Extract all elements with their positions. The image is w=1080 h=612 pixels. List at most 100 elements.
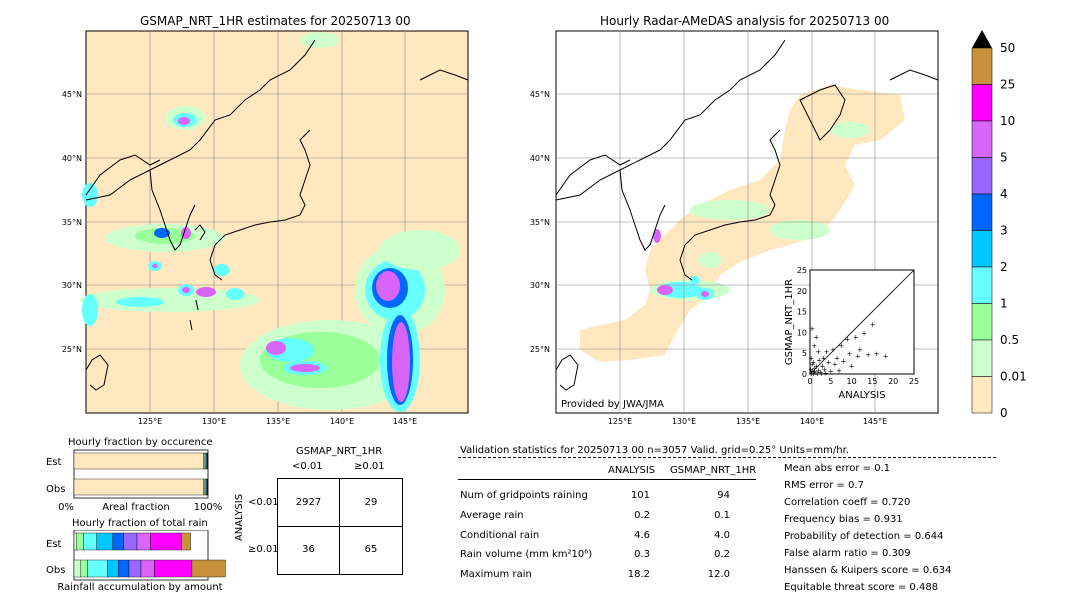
contingency-cell: 29 xyxy=(364,497,378,508)
colorbar-box xyxy=(971,157,993,195)
left-lat-label: 25°N xyxy=(62,345,82,354)
left-lon-label: 140°E xyxy=(330,417,354,426)
contingency-row-label-1: ≥0.01 xyxy=(248,544,279,555)
scatter-point: + xyxy=(815,348,821,356)
total-rain-title: Hourly fraction of total rain xyxy=(72,518,208,529)
scatter-xtick: 0 xyxy=(807,377,812,386)
colorbar-label: 0.01 xyxy=(1000,370,1027,384)
colorbar-box xyxy=(971,230,993,268)
right-map-axis-labels: 45°N 40°N 35°N 30°N 25°N 125°E 130°E 135… xyxy=(530,90,887,426)
bar-segment xyxy=(118,559,130,578)
scatter-point: + xyxy=(861,329,867,337)
scatter-point: + xyxy=(857,346,863,354)
scatter-point: + xyxy=(811,342,817,350)
scatter-point: + xyxy=(820,363,826,371)
scatter-point: + xyxy=(874,350,880,358)
scatter-ylabel: GSMAP_NRT_1HR xyxy=(784,279,795,365)
colorbar-label: 0 xyxy=(1000,406,1008,420)
scatter-point: + xyxy=(815,370,821,378)
scatter-point: + xyxy=(828,368,834,376)
scatter-point: + xyxy=(813,334,819,342)
stat-gsmap: 0.2 xyxy=(714,549,730,560)
scatter-point: + xyxy=(826,359,832,367)
left-map-axis-labels: 45°N 40°N 35°N 30°N 25°N 125°E 130°E 135… xyxy=(62,90,417,426)
score-far: False alarm ratio = 0.309 xyxy=(784,548,911,559)
left-lat-label: 40°N xyxy=(62,154,82,163)
left-lon-label: 145°E xyxy=(393,417,417,426)
colorbar-box xyxy=(971,120,993,158)
scatter-point: + xyxy=(810,361,816,369)
right-lat-label: 35°N xyxy=(530,218,550,227)
stat-gsmap: 12.0 xyxy=(707,569,730,580)
scatter-point: + xyxy=(853,334,859,342)
scatter-ytick: 0 xyxy=(802,370,807,379)
scatter-point: + xyxy=(817,369,823,377)
left-map-precip xyxy=(80,32,460,412)
bar-segment xyxy=(73,478,204,496)
bar-segment xyxy=(73,452,204,470)
left-lon-label: 135°E xyxy=(266,417,290,426)
bar-segment xyxy=(123,532,138,551)
score-ets: Equitable threat score = 0.488 xyxy=(784,582,939,593)
scatter-point: + xyxy=(865,351,871,359)
left-lon-label: 125°E xyxy=(138,417,162,426)
scatter-point: + xyxy=(830,346,836,354)
right-lon-label: 135°E xyxy=(736,417,760,426)
scatter-inset: ++++++++++++++++++++++++++++++++ ++++++++… xyxy=(784,266,919,401)
scatter-point: + xyxy=(809,325,815,333)
bar-segment xyxy=(87,559,108,578)
bar-segment xyxy=(203,452,206,470)
colorbar-box xyxy=(971,266,993,304)
total-rain-frame xyxy=(73,530,209,581)
colorbar-box xyxy=(971,339,993,377)
colorbar-label: 4 xyxy=(1000,187,1008,201)
right-lat-label: 40°N xyxy=(530,154,550,163)
right-lon-label: 145°E xyxy=(863,417,887,426)
stat-label: Rain volume (mm km²10⁶) xyxy=(460,549,593,560)
score-frequency-bias: Frequency bias = 0.931 xyxy=(784,514,903,525)
total-rain-est-label: Est xyxy=(46,539,62,550)
left-map: 45°N 40°N 35°N 30°N 25°N 125°E 130°E 135… xyxy=(62,30,469,426)
score-correlation: Correlation coeff = 0.720 xyxy=(784,497,911,508)
bar-segment xyxy=(112,532,124,551)
occurrence-xtick-100: 100% xyxy=(194,502,223,513)
scatter-points: ++++++++++++++++++++++++++++++++ ++++++++… xyxy=(808,321,889,378)
right-map-precip-heavy xyxy=(653,229,714,300)
scatter-point: + xyxy=(834,354,840,362)
occurrence-bars xyxy=(73,452,208,496)
stat-gsmap: 94 xyxy=(717,490,730,501)
scatter-point: + xyxy=(869,321,875,329)
provider-credit: Provided by JWA/JMA xyxy=(561,399,664,410)
scatter-point: + xyxy=(822,366,828,374)
score-pod: Probability of detection = 0.644 xyxy=(784,531,944,542)
contingency-cell: 36 xyxy=(302,544,315,555)
total-rain-bars xyxy=(73,532,226,578)
scatter-ytick: 10 xyxy=(797,328,807,337)
colorbar-box xyxy=(971,193,993,231)
occurrence-title: Hourly fraction by occurence xyxy=(68,437,213,448)
scatter-point: + xyxy=(812,369,818,377)
colorbar-label: 50 xyxy=(1000,41,1015,55)
scatter-point: + xyxy=(845,336,851,344)
occurrence-chart: Est Obs 0% 100% Areal fraction xyxy=(46,449,223,513)
contingency-col-label-1: ≥0.01 xyxy=(354,461,385,472)
left-lon-label: 130°E xyxy=(202,417,226,426)
scatter-point: + xyxy=(812,367,818,375)
stat-gsmap: 0.1 xyxy=(714,510,730,521)
contingency-table: 2927 29 36 65 xyxy=(277,478,403,575)
scatter-point: + xyxy=(813,363,819,371)
score-mae: Mean abs error = 0.1 xyxy=(784,463,891,474)
occurrence-xlabel: Areal fraction xyxy=(102,502,169,513)
left-lat-label: 45°N xyxy=(62,90,82,99)
bar-segment xyxy=(107,559,119,578)
scatter-diagonal xyxy=(809,269,915,375)
scatter-xtick: 25 xyxy=(909,377,919,386)
scatter-point: + xyxy=(855,352,861,360)
left-lat-label: 30°N xyxy=(62,281,82,290)
stat-gsmap: 4.0 xyxy=(714,530,730,541)
contingency-cell: 2927 xyxy=(295,497,322,508)
left-map-title: GSMAP_NRT_1HR estimates for 20250713 00 xyxy=(140,14,411,28)
scatter-yticks: 0 5 10 15 20 25 xyxy=(797,266,807,379)
scatter-ytick: 15 xyxy=(797,308,807,317)
stat-analysis: 0.2 xyxy=(634,510,650,521)
